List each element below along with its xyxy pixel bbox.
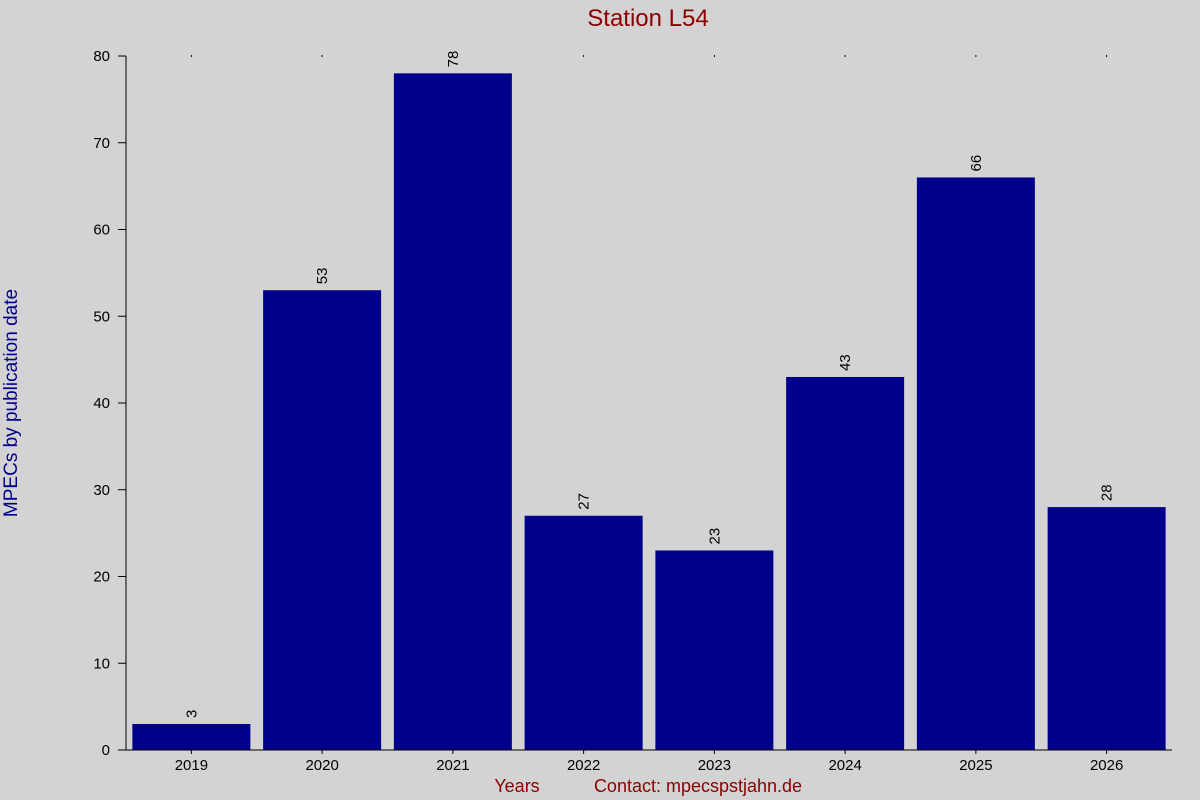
bar-value-label-2023: 23 [706, 528, 723, 545]
x-axis-label: Years [494, 776, 539, 796]
y-tick-label-70: 70 [93, 135, 110, 152]
contact-note: Contact: mpecspstjahn.de [594, 776, 802, 796]
bar-value-label-2021: 78 [445, 51, 462, 68]
bar-2020 [263, 290, 382, 750]
bar-2019 [132, 723, 251, 750]
x-tick-label-2020: 2020 [305, 757, 338, 774]
bar-value-label-2024: 43 [837, 354, 854, 371]
y-tick-label-80: 80 [93, 48, 110, 65]
bar-2026 [1047, 507, 1166, 750]
bar-2024 [786, 376, 905, 750]
bar-value-label-2019: 3 [183, 710, 200, 718]
x-tick-label-2022: 2022 [567, 757, 600, 774]
x-tick-label-2021: 2021 [436, 757, 469, 774]
x-tick-label-2019: 2019 [175, 757, 208, 774]
bar-2021 [393, 73, 512, 751]
bar-value-label-2020: 53 [314, 268, 331, 285]
bar-value-label-2022: 27 [576, 493, 593, 510]
y-tick-label-60: 60 [93, 222, 110, 239]
bar-2022 [524, 515, 643, 750]
y-tick-label-50: 50 [93, 308, 110, 325]
y-tick-label-30: 30 [93, 482, 110, 499]
bar-value-label-2025: 66 [968, 155, 985, 172]
bar-2023 [655, 550, 774, 750]
bar-value-label-2026: 28 [1099, 484, 1116, 501]
chart-title: Station L54 [587, 5, 708, 32]
y-tick-label-20: 20 [93, 569, 110, 586]
x-tick-label-2026: 2026 [1090, 757, 1123, 774]
x-tick-label-2023: 2023 [698, 757, 731, 774]
y-tick-label-10: 10 [93, 655, 110, 672]
x-tick-label-2024: 2024 [828, 757, 861, 774]
axes-group: 2019 2020 2021 2022 2023 2024 2025 2026 0 10 20 30 4… [93, 48, 1172, 774]
y-tick-label-40: 40 [93, 395, 110, 412]
bars-group: 3 53 78 27 23 43 66 28 [132, 51, 1166, 751]
bar-2025 [916, 177, 1035, 750]
y-axis-label: MPECs by publication date [1, 289, 22, 517]
y-tick-label-0: 0 [102, 742, 110, 759]
x-tick-label-2025: 2025 [959, 757, 992, 774]
